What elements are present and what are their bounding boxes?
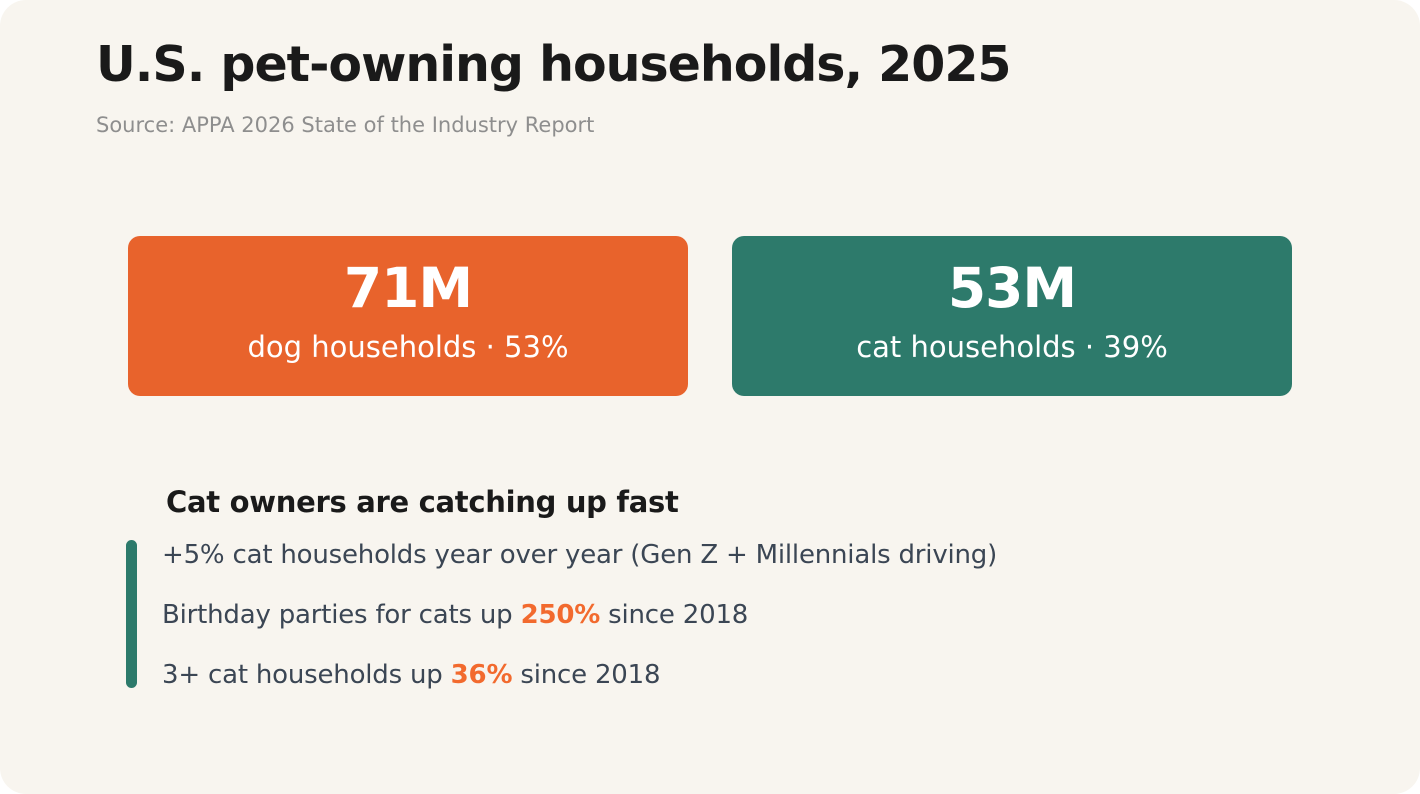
page-title: U.S. pet-owning households, 2025 bbox=[96, 36, 1012, 93]
cat-households-caption: cat households · 39% bbox=[856, 330, 1168, 364]
bullet-text: +5% cat households year over year (Gen Z… bbox=[162, 540, 998, 570]
bullet-cat-birthday-parties: Birthday parties for cats up 250% since … bbox=[162, 600, 748, 630]
cat-households-value: 53M bbox=[947, 256, 1077, 320]
bullet-text-after: since 2018 bbox=[600, 600, 749, 630]
bullet-cat-household-growth: +5% cat households year over year (Gen Z… bbox=[162, 540, 997, 570]
source-note: Source: APPA 2026 State of the Industry … bbox=[96, 113, 595, 137]
highlight-stat: 36% bbox=[450, 660, 513, 690]
bullet-text-after: since 2018 bbox=[512, 660, 661, 690]
cat-households-stat: 53M cat households · 39% bbox=[732, 236, 1292, 396]
dog-households-value: 71M bbox=[343, 256, 473, 320]
dog-households-stat: 71M dog households · 53% bbox=[128, 236, 688, 396]
bullet-text-before: 3+ cat households up bbox=[162, 660, 451, 690]
dog-households-caption: dog households · 53% bbox=[247, 330, 569, 364]
accent-bar bbox=[126, 540, 137, 688]
bullet-multi-cat-households: 3+ cat households up 36% since 2018 bbox=[162, 660, 661, 690]
section-heading: Cat owners are catching up fast bbox=[166, 485, 679, 519]
bullet-text-before: Birthday parties for cats up bbox=[162, 600, 521, 630]
highlight-stat: 250% bbox=[520, 600, 601, 630]
